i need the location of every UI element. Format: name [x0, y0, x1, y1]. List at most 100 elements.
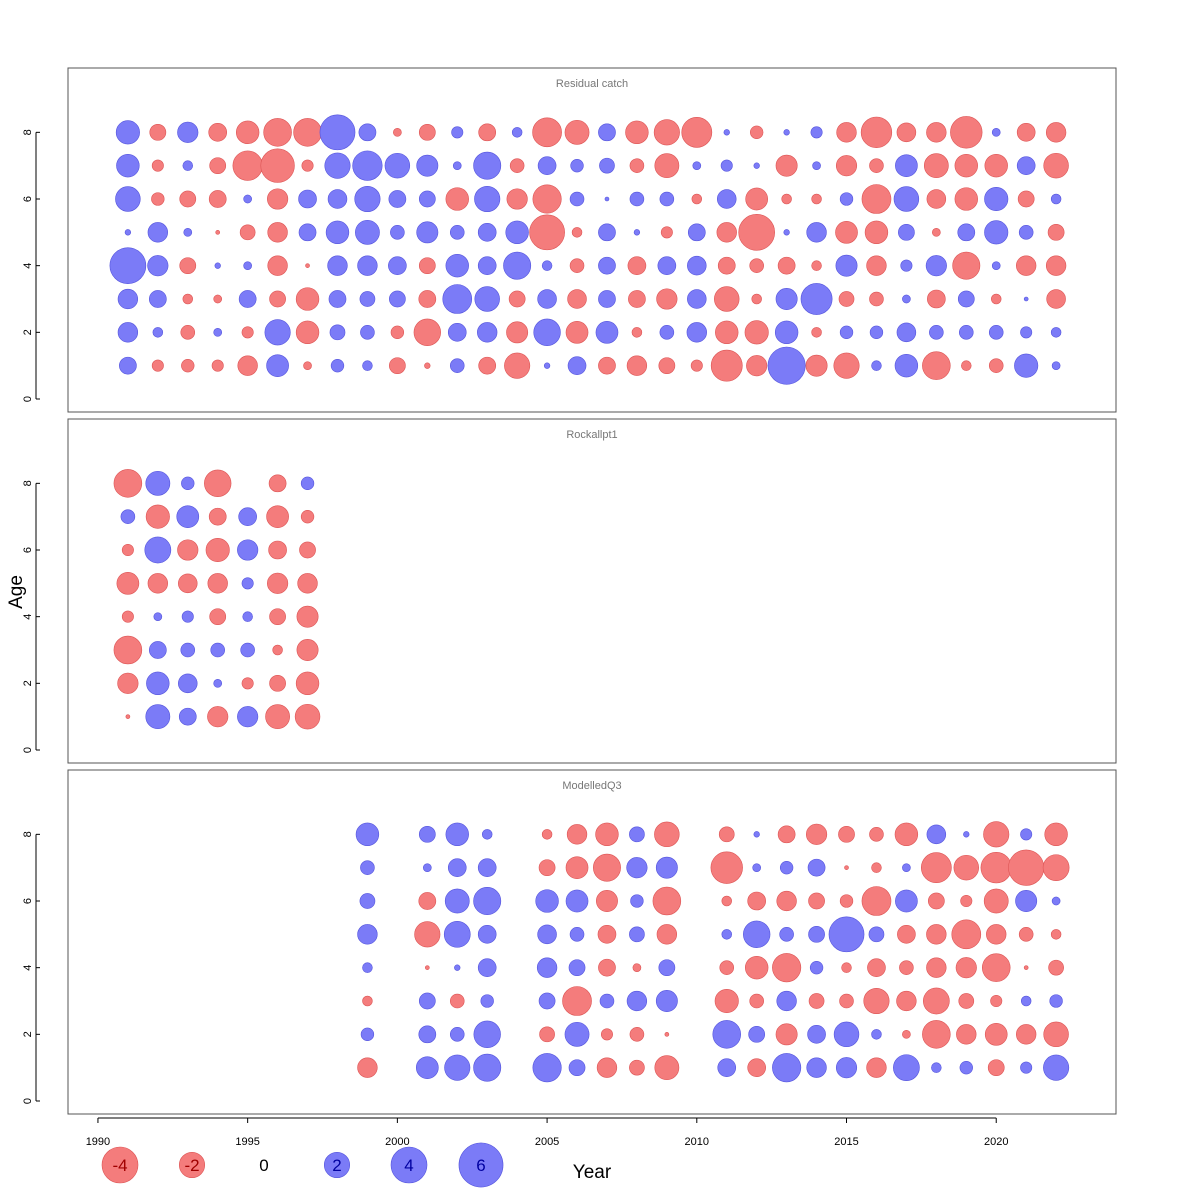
residual-bubble — [950, 116, 983, 149]
y-tick-label: 0 — [22, 1098, 34, 1104]
residual-bubble — [923, 153, 949, 179]
residual-bubble — [657, 256, 677, 275]
residual-bubble — [538, 859, 556, 877]
residual-bubble — [984, 220, 1009, 245]
residual-bubble — [929, 325, 944, 340]
residual-bubble — [207, 573, 228, 594]
y-tick-label: 0 — [22, 396, 34, 402]
residual-bubble — [418, 825, 436, 843]
residual-bubble — [861, 886, 892, 916]
residual-bubble — [775, 1023, 798, 1046]
residual-bubble — [300, 510, 315, 524]
residual-bubble — [390, 225, 405, 240]
residual-bubble — [266, 354, 289, 377]
residual-bubble — [958, 993, 975, 1009]
residual-bubble — [772, 1053, 802, 1083]
residual-bubble — [418, 257, 436, 275]
residual-bubble — [900, 259, 913, 272]
residual-bubble — [902, 294, 911, 304]
residual-bubble — [354, 185, 381, 213]
residual-bubble — [652, 886, 682, 916]
residual-bubble — [1020, 1061, 1033, 1074]
residual-bubble — [844, 865, 849, 870]
residual-bubble — [1008, 849, 1045, 886]
residual-bubble — [454, 964, 461, 971]
residual-bubble — [895, 154, 918, 177]
residual-bubble — [1046, 289, 1066, 309]
residual-bubble — [1018, 225, 1034, 240]
residual-bubble — [362, 360, 373, 371]
residual-bubble — [595, 321, 619, 344]
residual-bubble — [776, 890, 797, 912]
residual-bubble — [477, 322, 498, 343]
residual-bubble — [991, 128, 1001, 137]
residual-bubble — [176, 505, 200, 528]
residual-bubble — [899, 960, 914, 975]
residual-bubble — [718, 826, 735, 843]
residual-bubble — [871, 360, 882, 371]
panel-frames — [67, 67, 1117, 1115]
residual-bubble — [447, 323, 467, 342]
residual-bubble — [267, 572, 289, 594]
residual-bubble — [952, 251, 981, 280]
residual-bubble — [319, 114, 356, 151]
residual-bubble — [1014, 353, 1039, 378]
residual-bubble — [902, 1030, 911, 1039]
residual-bubble — [565, 889, 589, 913]
residual-bubble — [749, 993, 764, 1009]
residual-bubble — [691, 193, 703, 205]
residual-bubble — [272, 644, 283, 656]
residual-bubble — [627, 256, 647, 275]
residual-bubble — [208, 507, 227, 526]
residual-bubble — [562, 986, 592, 1016]
residual-bubble — [926, 122, 947, 143]
residual-bubble — [717, 189, 737, 209]
residual-bubble — [443, 920, 471, 948]
residual-bubble — [267, 222, 288, 243]
residual-bubble — [1018, 927, 1034, 942]
residual-bubble — [867, 958, 886, 977]
residual-bubble — [926, 189, 947, 209]
residual-bubble — [902, 863, 911, 872]
residual-bubble — [687, 289, 707, 309]
residual-bubble — [864, 220, 889, 245]
residual-bubble — [633, 229, 641, 236]
x-axis-title: Year — [573, 1162, 612, 1183]
residual-bubble — [121, 610, 134, 623]
y-tick-label: 2 — [22, 329, 34, 335]
legend-label: 4 — [404, 1156, 413, 1175]
residual-bubble — [959, 325, 974, 340]
residual-bubble — [1016, 1024, 1037, 1045]
residual-bubble — [808, 925, 825, 943]
residual-bubble — [539, 1026, 555, 1043]
y-tick-label: 4 — [22, 614, 34, 620]
residual-bubble — [1049, 994, 1063, 1008]
y-tick-label: 8 — [22, 480, 34, 486]
residual-bubble — [630, 894, 644, 908]
residual-bubble — [327, 255, 348, 276]
residual-bubble — [656, 288, 678, 310]
residual-bubble — [747, 891, 766, 911]
residual-bubble — [451, 126, 464, 139]
residual-bubble — [631, 327, 643, 338]
panel-frame — [67, 769, 1117, 1115]
residual-bubble — [961, 360, 972, 371]
residual-bubble — [835, 254, 858, 277]
residual-bubble — [532, 117, 562, 148]
residual-bubble — [654, 153, 680, 179]
residual-bubble — [987, 1059, 1005, 1077]
residual-bubble — [626, 990, 648, 1012]
residual-bubble — [564, 119, 590, 145]
residual-bubble — [659, 325, 675, 340]
residual-bubble — [505, 220, 529, 245]
residual-bubble — [568, 1059, 586, 1077]
residual-bubble — [506, 188, 528, 210]
residual-bubble — [595, 822, 619, 847]
residual-bubble — [567, 356, 587, 375]
residual-bubble — [180, 325, 196, 340]
residual-bubble — [269, 290, 286, 308]
residual-bubble — [113, 635, 143, 665]
residual-bubble — [808, 993, 825, 1009]
residual-bubble — [151, 359, 164, 372]
residual-bubble — [988, 358, 1004, 373]
